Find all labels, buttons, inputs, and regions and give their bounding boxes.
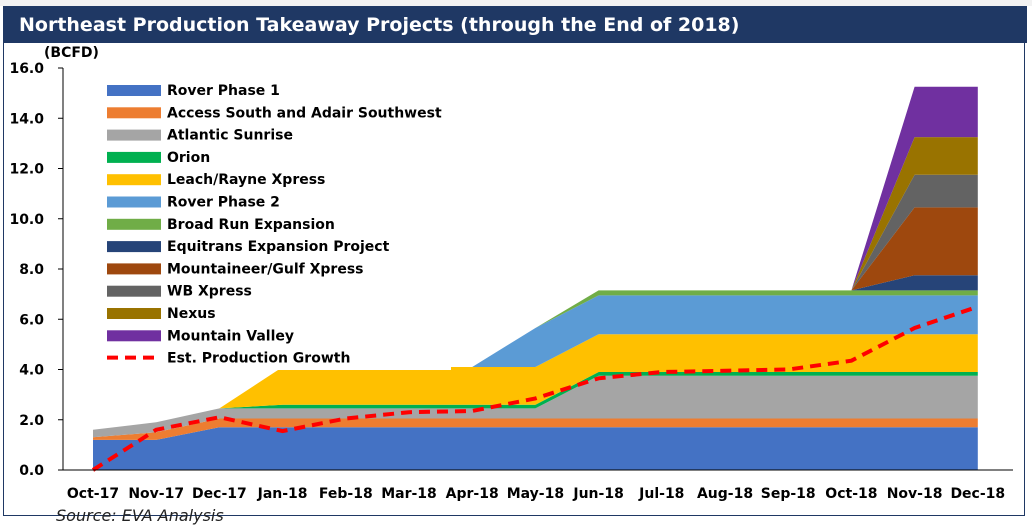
legend-label-access-south-and-adair-southwest: Access South and Adair Southwest — [167, 105, 442, 121]
x-tick-label: Nov-18 — [887, 486, 943, 502]
y-axis-label: (BCFD) — [44, 45, 99, 61]
x-tick-label: Feb-18 — [319, 486, 373, 502]
legend-label-rover-phase-2: Rover Phase 2 — [167, 195, 280, 211]
y-tick-label: 6.0 — [19, 312, 44, 328]
legend-label-mountain-valley: Mountain Valley — [167, 328, 294, 344]
y-tick-label: 10.0 — [9, 212, 44, 228]
legend-label-mountaineer-gulf-xpress: Mountaineer/Gulf Xpress — [167, 261, 364, 277]
legend-label-leach-rayne-xpress: Leach/Rayne Xpress — [167, 172, 325, 188]
x-tick-label: Jul-18 — [638, 486, 684, 502]
legend-swatch-atlantic-sunrise — [107, 129, 161, 141]
area-leach-rayne-xpress — [93, 334, 978, 430]
legend-swatch-nexus — [107, 308, 161, 319]
legend-swatch-equitrans-expansion-project — [107, 241, 161, 253]
x-tick-label: Oct-18 — [825, 486, 877, 502]
axes: 0.0 2.0 4.0 6.0 8.0 10.0 12.0 14.0 16.0 Oct-17 Nov… — [9, 61, 1013, 502]
legend: Rover Phase 1 Access South and Adair Sout… — [79, 76, 451, 370]
area-rover-phase-2 — [93, 295, 978, 430]
legend-swatch-rover-phase-2 — [107, 196, 161, 208]
x-tick-label: Apr-18 — [446, 486, 499, 502]
legend-swatch-leach-rayne-xpress — [107, 174, 161, 186]
x-tick-label: Sep-18 — [761, 486, 816, 502]
x-tick-label: Jun-18 — [572, 486, 623, 502]
legend-label-est-production-growth: Est. Production Growth — [167, 351, 350, 367]
legend-label-broad-run-expansion: Broad Run Expansion — [167, 217, 335, 233]
x-tick-label: Dec-18 — [950, 486, 1005, 502]
y-tick-label: 16.0 — [9, 61, 44, 77]
legend-label-atlantic-sunrise: Atlantic Sunrise — [167, 128, 293, 144]
y-tick-label: 4.0 — [19, 363, 44, 379]
x-tick-label: May-18 — [507, 486, 564, 502]
legend-label-equitrans-expansion-project: Equitrans Expansion Project — [167, 239, 390, 255]
legend-label-wb-xpress: WB Xpress — [167, 284, 252, 300]
x-tick-label: Dec-17 — [192, 486, 247, 502]
area-layers — [91, 86, 979, 472]
legend-swatch-broad-run-expansion — [107, 218, 161, 230]
legend-swatch-mountaineer-gulf-xpress — [107, 263, 161, 275]
legend-swatch-wb-xpress — [107, 285, 161, 297]
line-est-production-growth — [91, 304, 979, 472]
legend-swatch-access-south-and-adair-southwest — [107, 107, 161, 119]
y-tick-label: 14.0 — [9, 111, 44, 127]
top-strip — [0, 0, 1032, 6]
x-tick-label: Oct-17 — [67, 486, 119, 502]
title-bar: Northeast Production Takeaway Projects (… — [3, 6, 1027, 43]
x-tick-label: Aug-18 — [697, 486, 753, 502]
legend-swatch-rover-phase-1 — [107, 85, 161, 96]
x-tick-label: Mar-18 — [381, 486, 437, 502]
legend-swatch-mountain-valley — [107, 330, 161, 342]
y-tick-label: 0.0 — [19, 463, 44, 479]
y-tick-label: 12.0 — [9, 162, 44, 178]
legend-label-nexus: Nexus — [167, 306, 216, 322]
x-tick-label: Jan-18 — [257, 486, 308, 502]
chart-frame — [3, 43, 1025, 516]
legend-label-orion: Orion — [167, 150, 210, 166]
y-tick-label: 2.0 — [19, 413, 44, 429]
area-rover-phase-1 — [93, 427, 978, 470]
chart-title: Northeast Production Takeaway Projects (… — [19, 14, 740, 36]
legend-label-rover-phase-1: Rover Phase 1 — [167, 83, 280, 99]
area-atlantic-sunrise — [93, 375, 978, 438]
y-tick-label: 8.0 — [19, 262, 44, 278]
legend-swatch-orion — [107, 151, 161, 163]
source-note: Source: EVA Analysis — [56, 506, 224, 525]
x-tick-label: Nov-17 — [128, 486, 184, 502]
